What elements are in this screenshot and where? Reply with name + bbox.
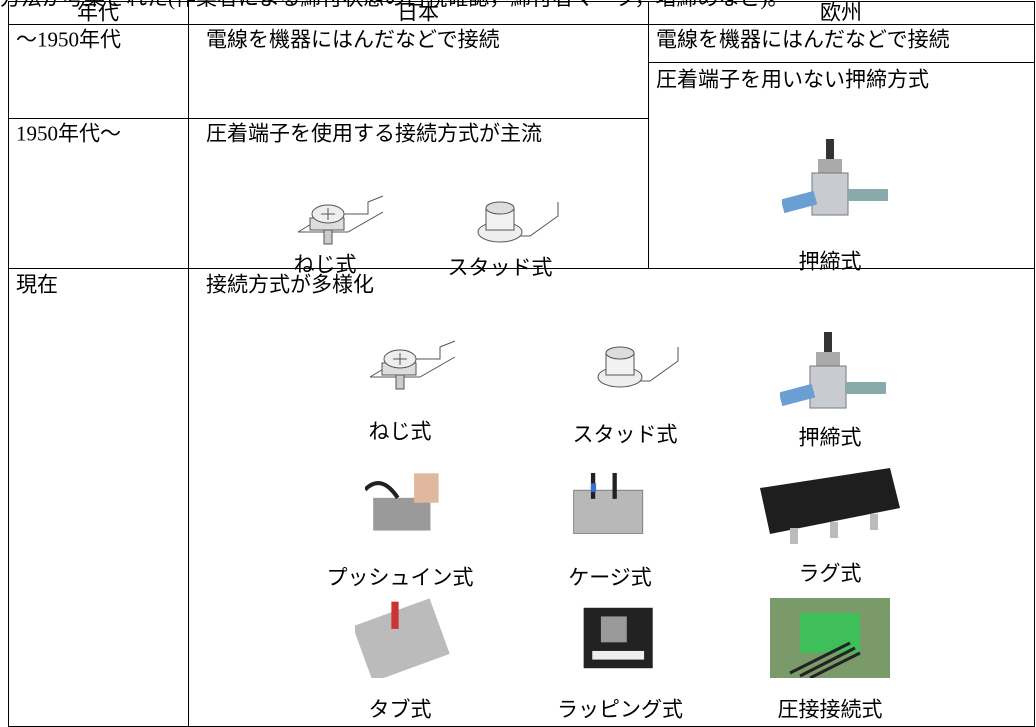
rule xyxy=(8,268,1034,269)
cell-text: 接続方式が多様化 xyxy=(206,272,374,297)
terminal-image xyxy=(780,332,886,409)
caption: 圧接接続式 xyxy=(777,697,883,722)
caption: 押締式 xyxy=(798,425,862,450)
cell-text: 圧着端子を用いない押締方式 xyxy=(656,67,929,92)
caption: ケージ式 xyxy=(568,565,652,590)
cell-text: 電線を機器にはんだなどで接続 xyxy=(206,27,500,52)
caption: ねじ式 xyxy=(293,252,357,277)
terminal-image xyxy=(583,607,653,669)
caption: スタッド式 xyxy=(447,255,553,280)
era: ～1950年代 xyxy=(16,27,121,52)
rule xyxy=(8,1,9,727)
rule xyxy=(8,118,648,119)
rule xyxy=(8,1,1034,2)
terminal-image xyxy=(760,468,900,544)
caption: ねじ式 xyxy=(368,419,432,444)
cell-text: 圧着端子を使用する接続方式が主流 xyxy=(206,121,542,146)
header-cell: 欧州 xyxy=(820,0,862,25)
terminal-image xyxy=(477,201,559,243)
rule xyxy=(1034,1,1035,727)
rule xyxy=(8,24,1034,25)
terminal-image xyxy=(297,195,384,245)
terminal-image xyxy=(365,473,439,531)
rule xyxy=(188,1,189,727)
header-cell: 年代 xyxy=(77,0,119,25)
caption: プッシュイン式 xyxy=(326,565,474,590)
terminal-image xyxy=(573,472,644,534)
caption: ラグ式 xyxy=(798,561,862,586)
intro-text: 方法が考案された(作業者による締付状態の目視確認，締付者マーク，増締めなど)。 xyxy=(0,0,788,9)
caption: スタッド式 xyxy=(572,422,678,447)
rule xyxy=(648,1,649,268)
header-cell: 日本 xyxy=(397,0,439,25)
terminal-image xyxy=(770,598,890,678)
caption: ラッピング式 xyxy=(557,697,683,722)
caption: タブ式 xyxy=(368,697,432,722)
caption: 押締式 xyxy=(798,249,862,274)
cell-text: 電線を機器にはんだなどで接続 xyxy=(656,27,950,52)
terminal-image xyxy=(782,139,888,216)
rule xyxy=(648,62,1034,63)
era: 1950年代～ xyxy=(16,121,121,146)
terminal-image xyxy=(369,340,456,390)
terminal-image xyxy=(597,346,679,388)
era: 現在 xyxy=(16,272,58,297)
terminal-image xyxy=(355,598,450,678)
